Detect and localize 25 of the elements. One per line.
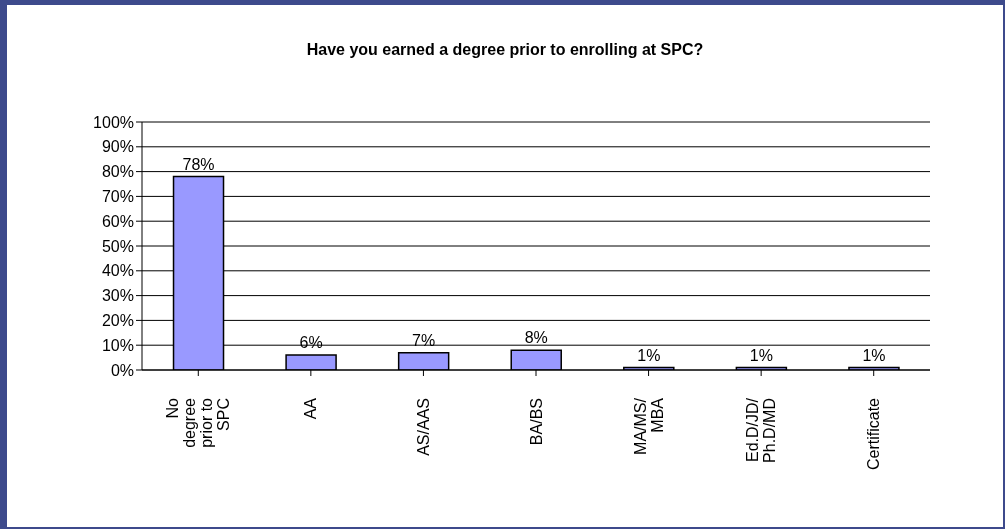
y-tick-label: 100%	[93, 113, 134, 131]
chart-title: Have you earned a degree prior to enrolling at SPC?	[305, 41, 705, 59]
data-label: 78%	[182, 155, 215, 173]
y-tick-label: 10%	[101, 336, 134, 354]
data-label: 1%	[637, 346, 661, 364]
x-tick-label: No degree prior to SPC	[164, 397, 233, 448]
x-tick-label: AA	[302, 397, 320, 420]
data-label: 1%	[862, 346, 886, 364]
data-label: 1%	[749, 346, 773, 364]
y-tick-label: 70%	[101, 188, 134, 206]
y-tick-label: 0%	[110, 361, 134, 379]
data-label: 8%	[524, 329, 548, 347]
y-tick-label: 20%	[101, 312, 134, 330]
y-tick-label: 90%	[101, 138, 134, 156]
x-tick-label: Certificate	[865, 397, 883, 471]
x-tick-label: Ed.D/JD/Ph.D/MD	[744, 397, 779, 463]
y-tick-label: 30%	[101, 287, 134, 305]
y-tick-label: 60%	[101, 212, 134, 230]
y-tick-label: 80%	[101, 163, 134, 181]
x-tick-label: AS/AAS	[414, 398, 432, 456]
y-tick-label: 40%	[101, 262, 134, 280]
x-tick-label: MA/MS/MBA	[631, 397, 666, 455]
y-tick-label: 50%	[101, 237, 134, 255]
x-tick-label: BA/BS	[527, 398, 545, 446]
data-label: 7%	[412, 331, 436, 349]
